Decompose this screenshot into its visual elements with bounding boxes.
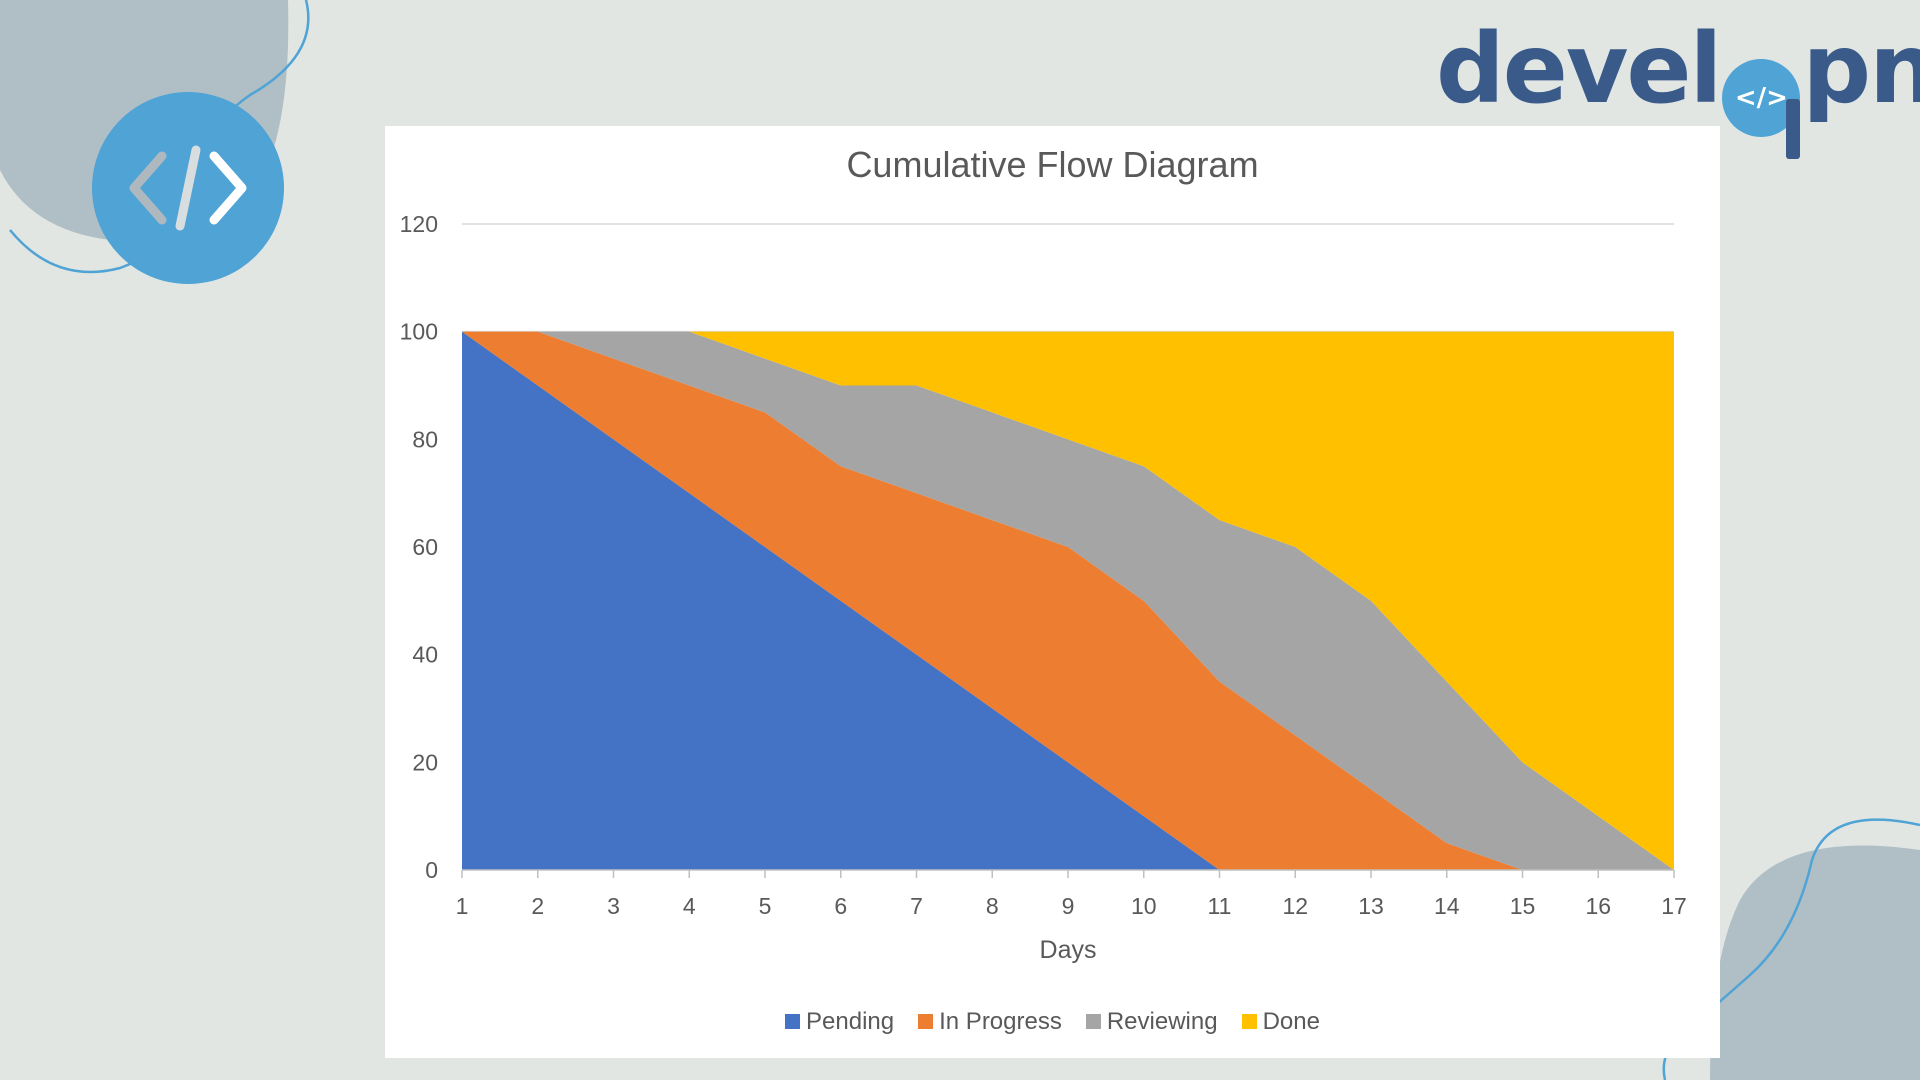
x-tick-label: 16 <box>1585 893 1611 919</box>
legend-swatch <box>918 1014 934 1029</box>
legend-swatch <box>1085 1014 1101 1029</box>
x-tick-label: 15 <box>1510 893 1536 919</box>
x-tick-label: 3 <box>607 893 620 919</box>
x-tick-label: 6 <box>834 893 847 919</box>
legend-label: Done <box>1262 1008 1320 1035</box>
code-badge <box>92 92 284 284</box>
logo-text-before: devel <box>1436 13 1722 125</box>
area-reviewing <box>462 331 1674 870</box>
legend-swatch <box>785 1014 801 1029</box>
legend-item-pending: Pending <box>785 1008 894 1036</box>
chart-card: Cumulative Flow Diagram 1 2 3 4 5 6 7 8 9 10 11 12 1… <box>385 126 1720 1058</box>
legend-label: Pending <box>806 1008 895 1035</box>
x-tick-label: 14 <box>1434 893 1460 919</box>
y-tick-label: 0 <box>425 857 438 883</box>
x-axis-label: Days <box>1040 936 1097 964</box>
logo-code-mark: </> <box>1734 83 1788 113</box>
area-pending <box>462 331 1674 870</box>
cumulative-flow-chart: 1 2 3 4 5 6 7 8 9 10 11 12 13 14 15 16 17020406080100120… <box>400 211 1687 964</box>
brand-logo: devel </> pn <box>1436 13 1920 159</box>
chart-legend: Pending In Progress Reviewing Done <box>385 1008 1720 1036</box>
x-tick-label: 5 <box>759 893 772 919</box>
legend-item-done: Done <box>1241 1008 1320 1036</box>
x-tick-label: 2 <box>531 893 544 919</box>
legend-label: Reviewing <box>1106 1008 1218 1035</box>
legend-label: In Progress <box>939 1008 1062 1035</box>
x-tick-label: 13 <box>1358 893 1384 919</box>
code-brackets-icon <box>129 145 247 231</box>
y-tick-label: 80 <box>412 426 438 452</box>
area-in-progress <box>462 331 1674 870</box>
x-tick-label: 9 <box>1062 893 1075 919</box>
x-tick-label: 8 <box>986 893 999 919</box>
x-tick-label: 1 <box>456 893 469 919</box>
x-tick-label: 17 <box>1661 893 1687 919</box>
x-tick-label: 11 <box>1208 893 1232 919</box>
area-done <box>462 331 1674 870</box>
y-tick-label: 60 <box>412 534 438 560</box>
logo-o-mark: </> <box>1722 59 1801 159</box>
bottom-right-blob <box>1710 845 1920 1080</box>
x-tick-label: 10 <box>1131 893 1157 919</box>
legend-item-in-progress: In Progress <box>918 1008 1062 1036</box>
legend-swatch <box>1241 1014 1257 1029</box>
y-tick-label: 100 <box>400 319 438 345</box>
logo-text-after: pn <box>1802 13 1920 125</box>
y-tick-label: 40 <box>412 642 438 668</box>
chart-title: Cumulative Flow Diagram <box>846 144 1259 185</box>
x-tick-label: 12 <box>1282 893 1308 919</box>
legend-item-reviewing: Reviewing <box>1085 1008 1218 1036</box>
x-tick-label: 4 <box>683 893 696 919</box>
y-tick-label: 20 <box>412 749 438 775</box>
y-tick-label: 120 <box>400 211 438 237</box>
x-tick-label: 7 <box>910 893 923 919</box>
